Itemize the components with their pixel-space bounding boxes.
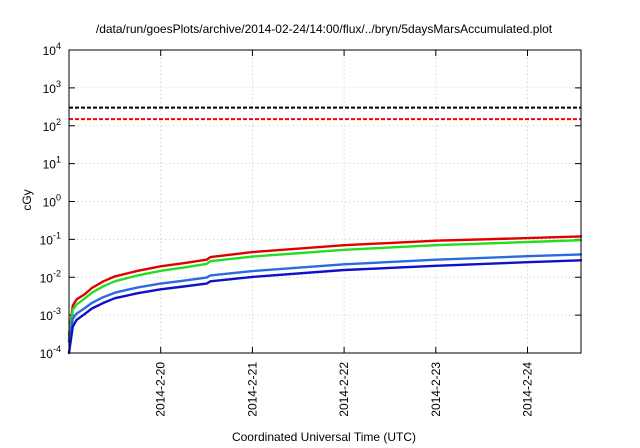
series-lines (67, 235, 583, 355)
x-tick-label: 2014-2-24 (521, 362, 535, 417)
x-tick-label: 2014-2-23 (429, 362, 443, 417)
y-tick-label: 102 (43, 117, 61, 134)
y-tick-label: 10-1 (40, 230, 61, 247)
x-tick-label: 2014-2-20 (154, 362, 168, 417)
y-axis-ticks: 10-4 10-3 10-2 10-1 100 101 102 103 104 (40, 41, 581, 361)
y-tick-label: 10-3 (40, 306, 61, 323)
series-line (67, 235, 583, 337)
grid-lines (69, 50, 581, 353)
series-line (67, 259, 583, 355)
y-axis-label: cGy (20, 189, 34, 210)
x-axis-label: Coordinated Universal Time (UTC) (232, 430, 416, 444)
threshold-lines (69, 106, 581, 121)
x-tick-label: 2014-2-21 (245, 362, 259, 417)
plot-frame (68, 49, 582, 354)
y-tick-label: 100 (43, 193, 61, 210)
chart-title: /data/run/goesPlots/archive/2014-02-24/1… (96, 22, 553, 36)
y-tick-label: 104 (43, 41, 61, 58)
y-tick-label: 10-2 (40, 268, 61, 285)
y-tick-label: 10-4 (40, 344, 61, 361)
y-tick-label: 101 (43, 155, 61, 172)
x-axis-ticks: 2014-2-20 2014-2-21 2014-2-22 2014-2-23 2014… (154, 50, 535, 417)
series-line (67, 239, 583, 340)
x-tick-label: 2014-2-22 (337, 362, 351, 417)
series-line (67, 253, 583, 343)
y-tick-label: 103 (43, 79, 61, 96)
